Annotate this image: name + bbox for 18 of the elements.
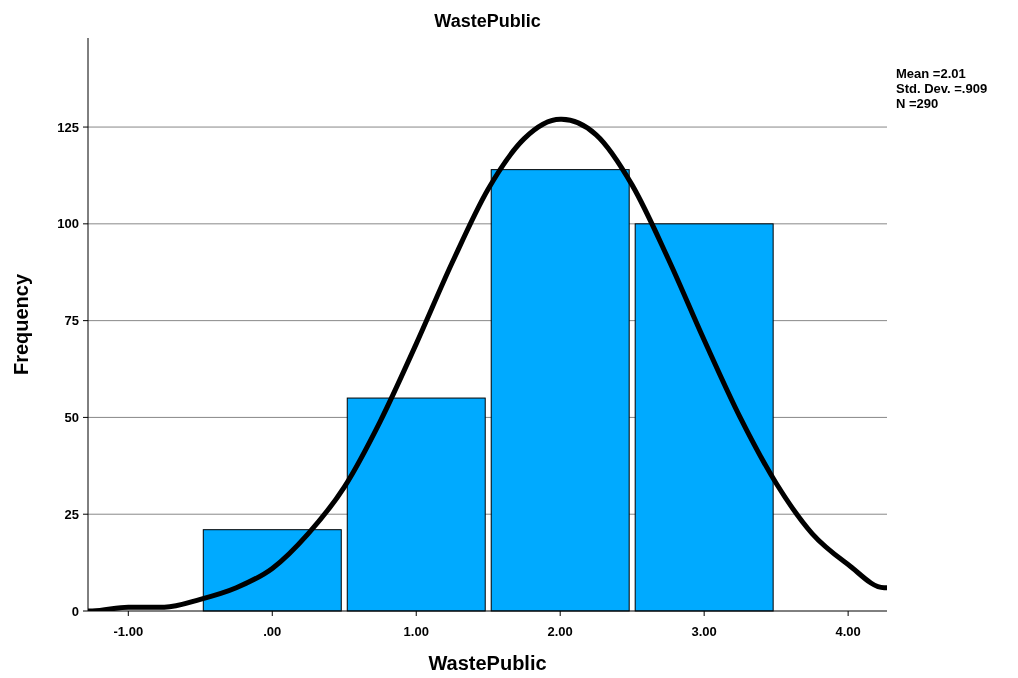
chart-title: WastePublic <box>434 11 541 31</box>
y-axis-title: Frequency <box>10 273 32 376</box>
x-axis-title: WastePublic <box>428 652 547 674</box>
y-tick-label: 0 <box>71 603 79 619</box>
x-tick-label: 2.00 <box>547 624 573 639</box>
y-tick-label: 125 <box>57 119 79 135</box>
text: Mean =2.01 <box>896 66 966 81</box>
x-tick-label: .00 <box>263 624 282 639</box>
x-tick-label: -1.00 <box>113 624 144 639</box>
text: Std. Dev. =.909 <box>896 81 988 96</box>
x-tick-label: 1.00 <box>403 624 429 639</box>
text: N =290 <box>896 96 939 111</box>
y-tick-label: 75 <box>64 313 79 329</box>
y-tick-label: 100 <box>57 216 79 232</box>
y-tick-label: 50 <box>64 409 79 425</box>
x-tick-label: 3.00 <box>691 624 717 639</box>
y-tick-label: 25 <box>64 506 79 522</box>
x-tick-label: 4.00 <box>835 624 861 639</box>
